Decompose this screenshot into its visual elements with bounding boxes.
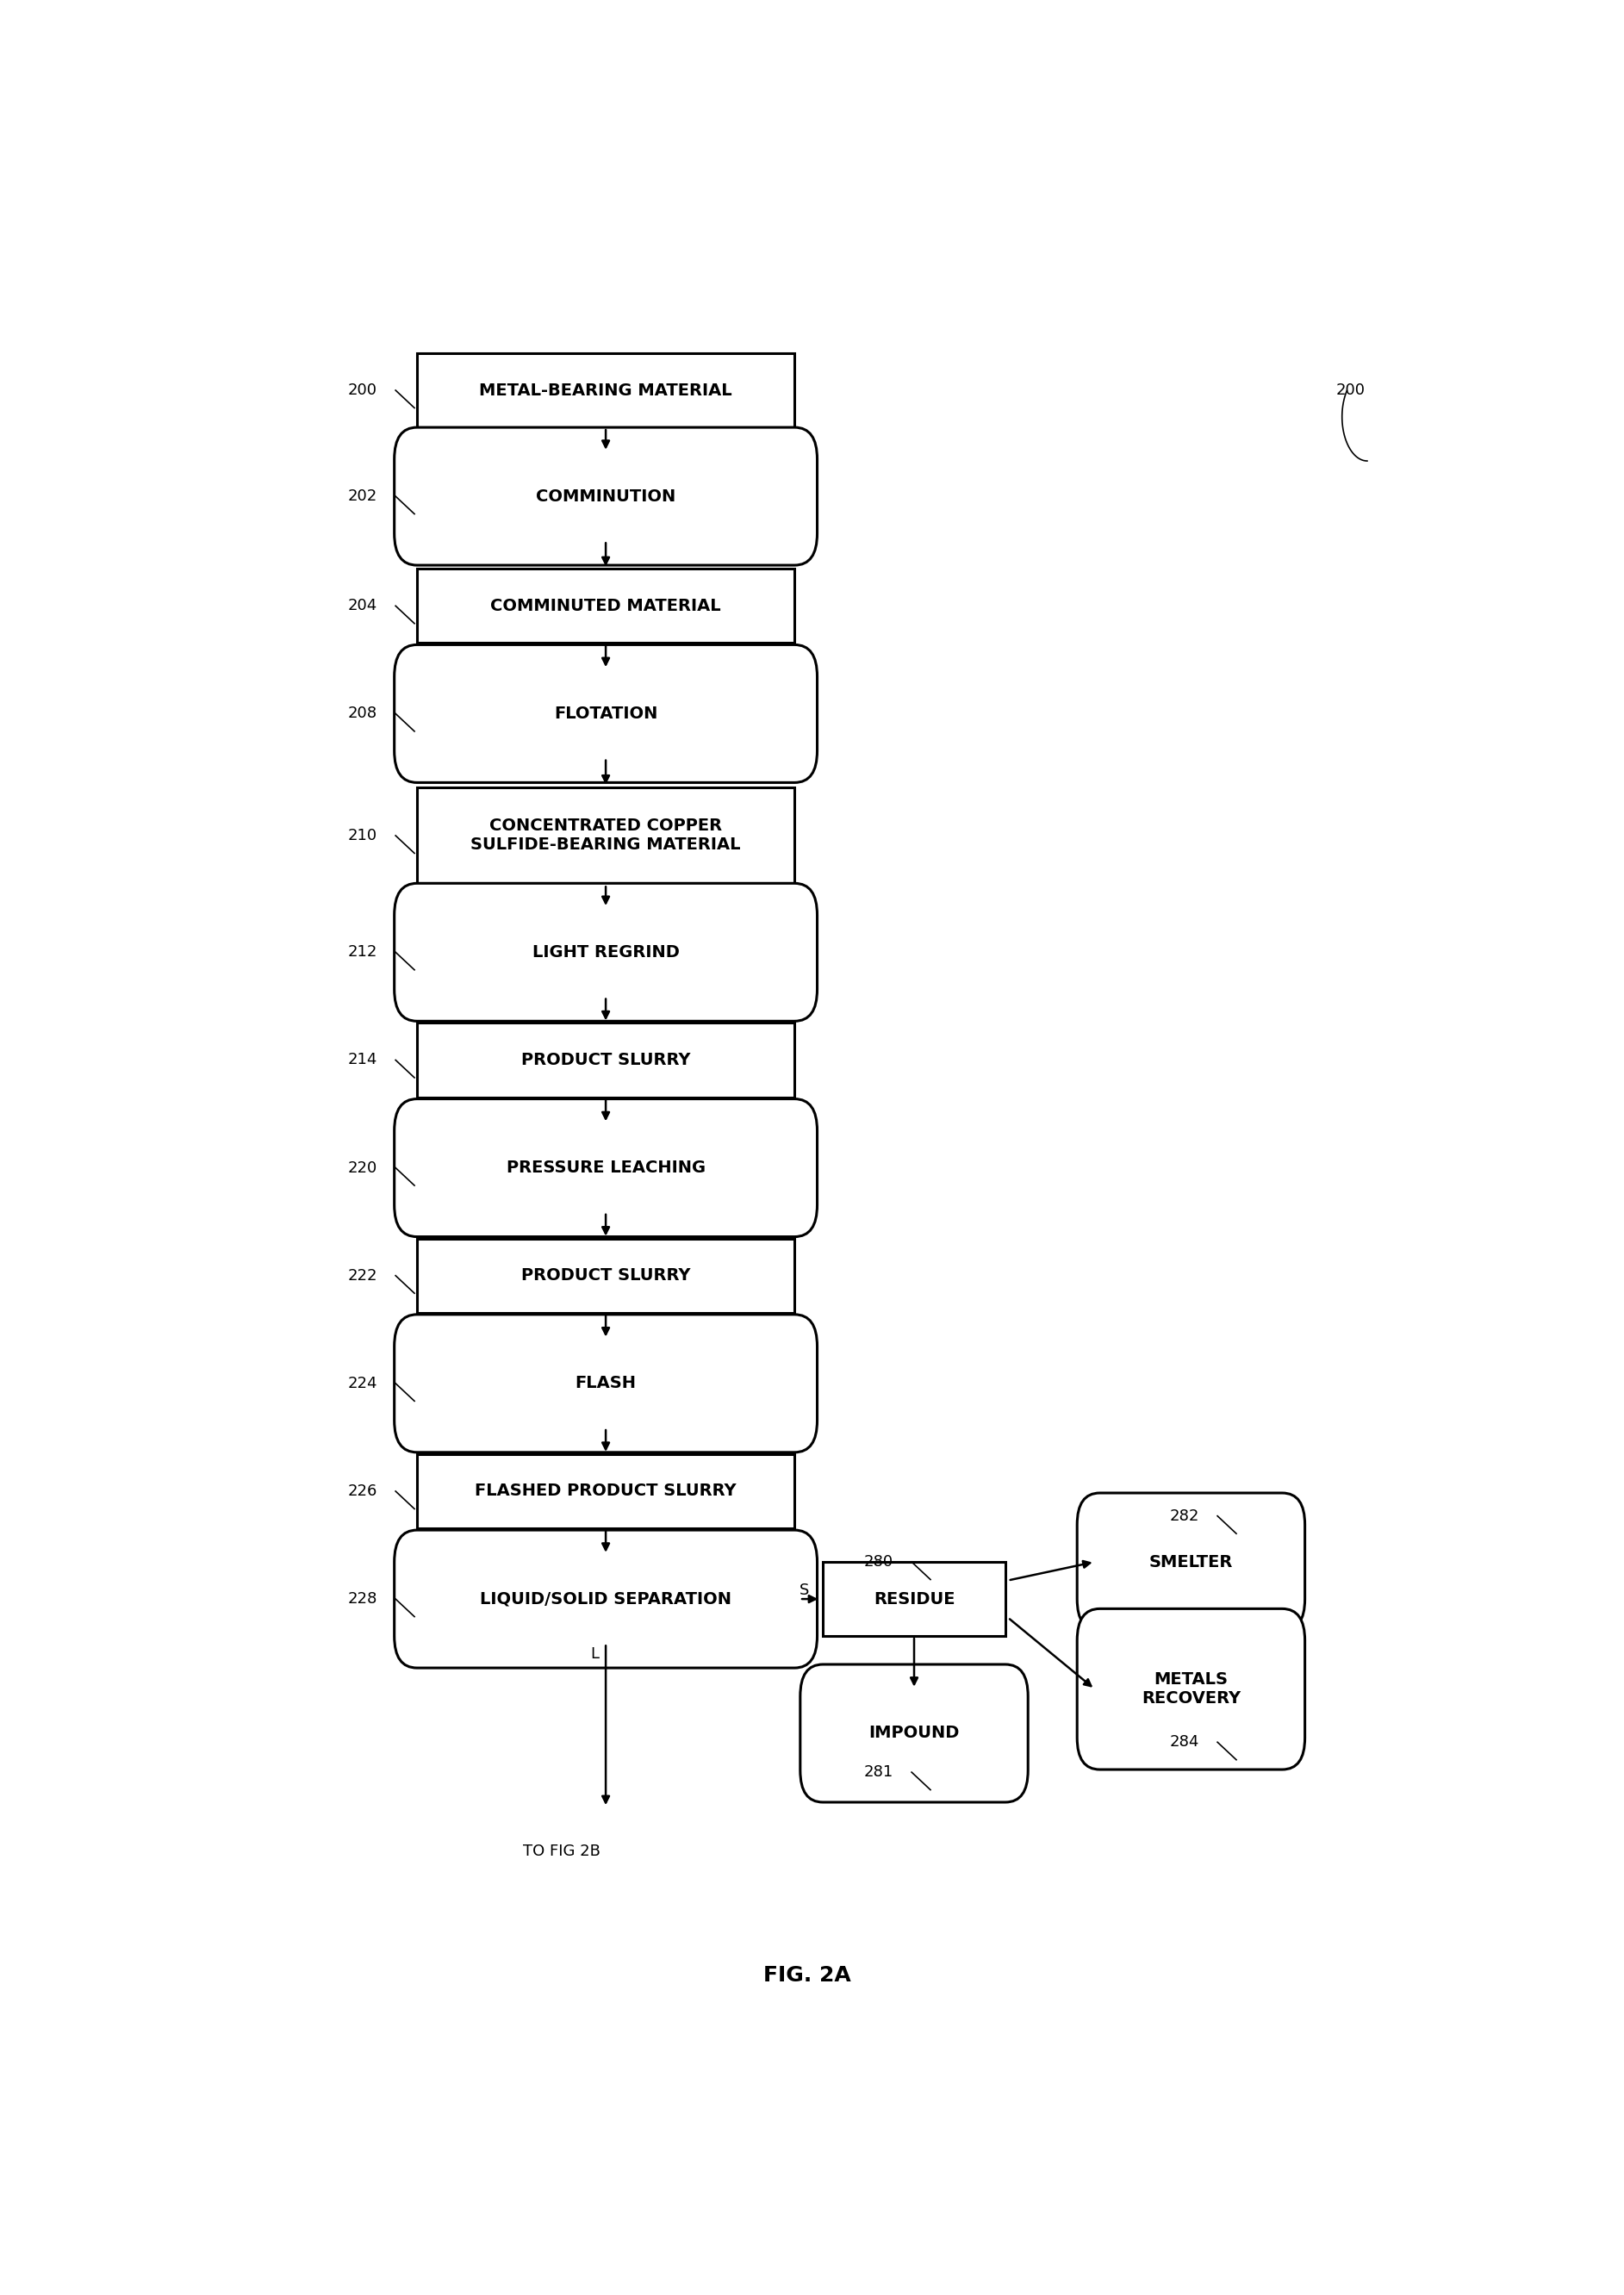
FancyBboxPatch shape <box>417 787 794 884</box>
Text: 200: 200 <box>348 383 377 397</box>
FancyBboxPatch shape <box>1077 1494 1306 1632</box>
FancyBboxPatch shape <box>417 353 794 427</box>
Text: S: S <box>799 1584 809 1597</box>
Text: METALS
RECOVERY: METALS RECOVERY <box>1142 1671 1241 1707</box>
Text: 282: 282 <box>1169 1508 1199 1524</box>
Text: FIG. 2A: FIG. 2A <box>763 1965 851 1985</box>
Text: 204: 204 <box>348 599 377 613</box>
FancyBboxPatch shape <box>395 645 817 783</box>
Text: 228: 228 <box>348 1590 377 1606</box>
Text: CONCENTRATED COPPER
SULFIDE-BEARING MATERIAL: CONCENTRATED COPPER SULFIDE-BEARING MATE… <box>471 817 741 854</box>
FancyBboxPatch shape <box>395 1315 817 1453</box>
FancyBboxPatch shape <box>417 1239 794 1313</box>
Text: LIGHT REGRIND: LIGHT REGRIND <box>533 943 679 959</box>
FancyBboxPatch shape <box>417 1455 794 1528</box>
Text: SMELTER: SMELTER <box>1150 1554 1233 1570</box>
Text: RESIDUE: RESIDUE <box>874 1590 955 1606</box>
Text: PRESSURE LEACHING: PRESSURE LEACHING <box>507 1159 705 1175</box>
Text: 226: 226 <box>348 1483 377 1499</box>
FancyBboxPatch shape <box>417 569 794 643</box>
Text: 202: 202 <box>348 489 377 505</box>
Text: FLASH: FLASH <box>575 1375 637 1391</box>
FancyBboxPatch shape <box>417 1024 794 1097</box>
Text: 280: 280 <box>864 1554 893 1570</box>
Text: 224: 224 <box>348 1375 377 1391</box>
Text: 210: 210 <box>348 828 377 842</box>
Text: LIQUID/SOLID SEPARATION: LIQUID/SOLID SEPARATION <box>481 1590 731 1606</box>
Text: FLASHED PRODUCT SLURRY: FLASHED PRODUCT SLURRY <box>474 1483 737 1499</box>
Text: METAL-BEARING MATERIAL: METAL-BEARING MATERIAL <box>479 381 732 399</box>
Text: COMMINUTED MATERIAL: COMMINUTED MATERIAL <box>490 597 721 615</box>
Text: COMMINUTION: COMMINUTION <box>536 489 676 505</box>
Text: FLOTATION: FLOTATION <box>554 705 658 723</box>
FancyBboxPatch shape <box>801 1664 1028 1802</box>
FancyBboxPatch shape <box>1077 1609 1306 1769</box>
Text: PRODUCT SLURRY: PRODUCT SLURRY <box>521 1267 690 1283</box>
Text: 200: 200 <box>1335 383 1366 397</box>
Text: 214: 214 <box>348 1053 377 1067</box>
Text: TO FIG 2B: TO FIG 2B <box>523 1843 601 1859</box>
Text: 212: 212 <box>348 946 377 959</box>
Text: PRODUCT SLURRY: PRODUCT SLURRY <box>521 1051 690 1067</box>
FancyBboxPatch shape <box>823 1563 1005 1636</box>
Text: 208: 208 <box>348 707 377 721</box>
FancyBboxPatch shape <box>395 884 817 1021</box>
FancyBboxPatch shape <box>395 427 817 565</box>
Text: 281: 281 <box>864 1765 893 1781</box>
FancyBboxPatch shape <box>395 1099 817 1237</box>
Text: 222: 222 <box>348 1267 377 1283</box>
Text: L: L <box>591 1646 599 1662</box>
FancyBboxPatch shape <box>395 1531 817 1668</box>
Text: IMPOUND: IMPOUND <box>869 1726 960 1742</box>
Text: 284: 284 <box>1169 1735 1199 1749</box>
Text: 220: 220 <box>348 1159 377 1175</box>
